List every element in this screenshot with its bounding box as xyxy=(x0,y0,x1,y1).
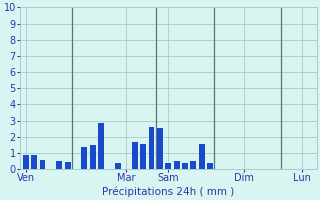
Bar xyxy=(65,162,71,169)
Bar xyxy=(157,128,163,169)
Bar xyxy=(174,161,180,169)
Bar xyxy=(148,127,154,169)
Bar xyxy=(90,145,96,169)
Bar xyxy=(56,161,62,169)
Bar xyxy=(140,144,146,169)
Bar xyxy=(115,163,121,169)
Bar xyxy=(132,142,138,169)
Bar xyxy=(98,123,104,169)
Bar xyxy=(40,160,45,169)
Bar xyxy=(190,161,196,169)
Bar xyxy=(23,155,29,169)
Bar xyxy=(182,163,188,169)
Bar xyxy=(82,147,87,169)
Bar xyxy=(199,144,205,169)
Bar xyxy=(31,155,37,169)
X-axis label: Précipitations 24h ( mm ): Précipitations 24h ( mm ) xyxy=(102,186,234,197)
Bar xyxy=(207,163,213,169)
Bar xyxy=(165,163,171,169)
